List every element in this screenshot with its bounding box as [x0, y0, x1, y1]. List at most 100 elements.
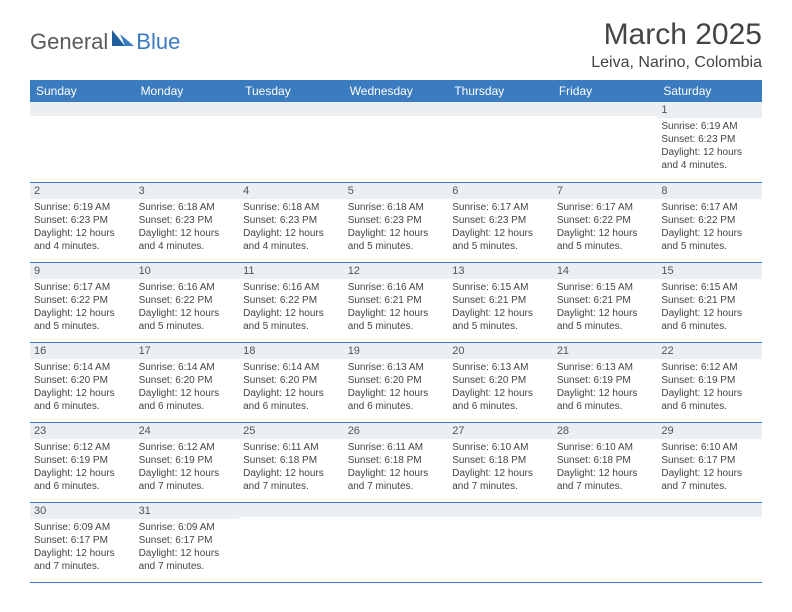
daylight-text: Daylight: 12 hours and 6 minutes. [34, 387, 131, 413]
calendar-cell: 1Sunrise: 6:19 AMSunset: 6:23 PMDaylight… [657, 102, 762, 182]
sunrise-text: Sunrise: 6:17 AM [557, 201, 654, 214]
day-number: 7 [553, 183, 658, 199]
calendar-cell [239, 502, 344, 582]
day-number: 27 [448, 423, 553, 439]
day-header: Thursday [448, 80, 553, 102]
daylight-text: Daylight: 12 hours and 6 minutes. [348, 387, 445, 413]
day-header: Saturday [657, 80, 762, 102]
sunset-text: Sunset: 6:22 PM [34, 294, 131, 307]
daylight-text: Daylight: 12 hours and 7 minutes. [557, 467, 654, 493]
day-number: 17 [135, 343, 240, 359]
day-details: Sunrise: 6:18 AMSunset: 6:23 PMDaylight:… [239, 199, 344, 256]
sunset-text: Sunset: 6:22 PM [557, 214, 654, 227]
calendar-cell [553, 102, 658, 182]
day-details: Sunrise: 6:18 AMSunset: 6:23 PMDaylight:… [135, 199, 240, 256]
calendar-cell [344, 502, 449, 582]
day-number: 30 [30, 503, 135, 519]
sunrise-text: Sunrise: 6:16 AM [139, 281, 236, 294]
sunrise-text: Sunrise: 6:10 AM [661, 441, 758, 454]
day-details: Sunrise: 6:14 AMSunset: 6:20 PMDaylight:… [30, 359, 135, 416]
sunrise-text: Sunrise: 6:17 AM [34, 281, 131, 294]
day-number: 14 [553, 263, 658, 279]
daylight-text: Daylight: 12 hours and 5 minutes. [34, 307, 131, 333]
day-number: 16 [30, 343, 135, 359]
day-number [30, 102, 135, 116]
sunrise-text: Sunrise: 6:10 AM [452, 441, 549, 454]
logo-text-general: General [30, 29, 108, 55]
calendar-cell [239, 102, 344, 182]
day-number: 3 [135, 183, 240, 199]
sunset-text: Sunset: 6:20 PM [34, 374, 131, 387]
sunset-text: Sunset: 6:23 PM [348, 214, 445, 227]
sunrise-text: Sunrise: 6:12 AM [661, 361, 758, 374]
day-details: Sunrise: 6:11 AMSunset: 6:18 PMDaylight:… [239, 439, 344, 496]
day-number: 26 [344, 423, 449, 439]
calendar-cell: 17Sunrise: 6:14 AMSunset: 6:20 PMDayligh… [135, 342, 240, 422]
day-details: Sunrise: 6:17 AMSunset: 6:22 PMDaylight:… [30, 279, 135, 336]
sunrise-text: Sunrise: 6:12 AM [139, 441, 236, 454]
sunrise-text: Sunrise: 6:14 AM [139, 361, 236, 374]
day-number: 8 [657, 183, 762, 199]
daylight-text: Daylight: 12 hours and 5 minutes. [348, 307, 445, 333]
day-details: Sunrise: 6:13 AMSunset: 6:20 PMDaylight:… [448, 359, 553, 416]
daylight-text: Daylight: 12 hours and 6 minutes. [557, 387, 654, 413]
calendar-cell: 23Sunrise: 6:12 AMSunset: 6:19 PMDayligh… [30, 422, 135, 502]
day-details: Sunrise: 6:19 AMSunset: 6:23 PMDaylight:… [30, 199, 135, 256]
sunrise-text: Sunrise: 6:17 AM [452, 201, 549, 214]
calendar-cell: 8Sunrise: 6:17 AMSunset: 6:22 PMDaylight… [657, 182, 762, 262]
day-details: Sunrise: 6:10 AMSunset: 6:18 PMDaylight:… [448, 439, 553, 496]
calendar-cell: 28Sunrise: 6:10 AMSunset: 6:18 PMDayligh… [553, 422, 658, 502]
day-number [344, 102, 449, 116]
daylight-text: Daylight: 12 hours and 5 minutes. [139, 307, 236, 333]
daylight-text: Daylight: 12 hours and 6 minutes. [661, 307, 758, 333]
day-header: Monday [135, 80, 240, 102]
day-number: 15 [657, 263, 762, 279]
day-number [553, 503, 658, 517]
sunrise-text: Sunrise: 6:12 AM [34, 441, 131, 454]
day-number: 22 [657, 343, 762, 359]
calendar-week: 2Sunrise: 6:19 AMSunset: 6:23 PMDaylight… [30, 182, 762, 262]
day-details: Sunrise: 6:09 AMSunset: 6:17 PMDaylight:… [30, 519, 135, 576]
sunrise-text: Sunrise: 6:11 AM [243, 441, 340, 454]
daylight-text: Daylight: 12 hours and 5 minutes. [557, 307, 654, 333]
calendar-cell: 4Sunrise: 6:18 AMSunset: 6:23 PMDaylight… [239, 182, 344, 262]
day-details: Sunrise: 6:12 AMSunset: 6:19 PMDaylight:… [657, 359, 762, 416]
calendar-cell: 14Sunrise: 6:15 AMSunset: 6:21 PMDayligh… [553, 262, 658, 342]
day-header: Sunday [30, 80, 135, 102]
calendar-week: 1Sunrise: 6:19 AMSunset: 6:23 PMDaylight… [30, 102, 762, 182]
calendar-body: 1Sunrise: 6:19 AMSunset: 6:23 PMDaylight… [30, 102, 762, 582]
day-number: 4 [239, 183, 344, 199]
day-details: Sunrise: 6:18 AMSunset: 6:23 PMDaylight:… [344, 199, 449, 256]
sunset-text: Sunset: 6:21 PM [348, 294, 445, 307]
day-details: Sunrise: 6:10 AMSunset: 6:17 PMDaylight:… [657, 439, 762, 496]
daylight-text: Daylight: 12 hours and 5 minutes. [452, 307, 549, 333]
day-number: 2 [30, 183, 135, 199]
calendar-cell: 12Sunrise: 6:16 AMSunset: 6:21 PMDayligh… [344, 262, 449, 342]
calendar-head: SundayMondayTuesdayWednesdayThursdayFrid… [30, 80, 762, 102]
calendar-cell: 3Sunrise: 6:18 AMSunset: 6:23 PMDaylight… [135, 182, 240, 262]
calendar-cell: 31Sunrise: 6:09 AMSunset: 6:17 PMDayligh… [135, 502, 240, 582]
day-details: Sunrise: 6:17 AMSunset: 6:23 PMDaylight:… [448, 199, 553, 256]
day-details: Sunrise: 6:11 AMSunset: 6:18 PMDaylight:… [344, 439, 449, 496]
day-details: Sunrise: 6:15 AMSunset: 6:21 PMDaylight:… [448, 279, 553, 336]
sunrise-text: Sunrise: 6:18 AM [348, 201, 445, 214]
day-number: 23 [30, 423, 135, 439]
calendar-cell: 2Sunrise: 6:19 AMSunset: 6:23 PMDaylight… [30, 182, 135, 262]
calendar-cell: 5Sunrise: 6:18 AMSunset: 6:23 PMDaylight… [344, 182, 449, 262]
daylight-text: Daylight: 12 hours and 4 minutes. [139, 227, 236, 253]
sunset-text: Sunset: 6:19 PM [661, 374, 758, 387]
day-details: Sunrise: 6:17 AMSunset: 6:22 PMDaylight:… [657, 199, 762, 256]
calendar-cell [553, 502, 658, 582]
calendar-cell: 26Sunrise: 6:11 AMSunset: 6:18 PMDayligh… [344, 422, 449, 502]
calendar-cell: 25Sunrise: 6:11 AMSunset: 6:18 PMDayligh… [239, 422, 344, 502]
day-number: 28 [553, 423, 658, 439]
sunset-text: Sunset: 6:23 PM [243, 214, 340, 227]
sunset-text: Sunset: 6:17 PM [139, 534, 236, 547]
sunrise-text: Sunrise: 6:15 AM [452, 281, 549, 294]
calendar-cell [344, 102, 449, 182]
daylight-text: Daylight: 12 hours and 6 minutes. [661, 387, 758, 413]
daylight-text: Daylight: 12 hours and 5 minutes. [661, 227, 758, 253]
sunrise-text: Sunrise: 6:18 AM [139, 201, 236, 214]
day-number: 6 [448, 183, 553, 199]
sunset-text: Sunset: 6:23 PM [139, 214, 236, 227]
